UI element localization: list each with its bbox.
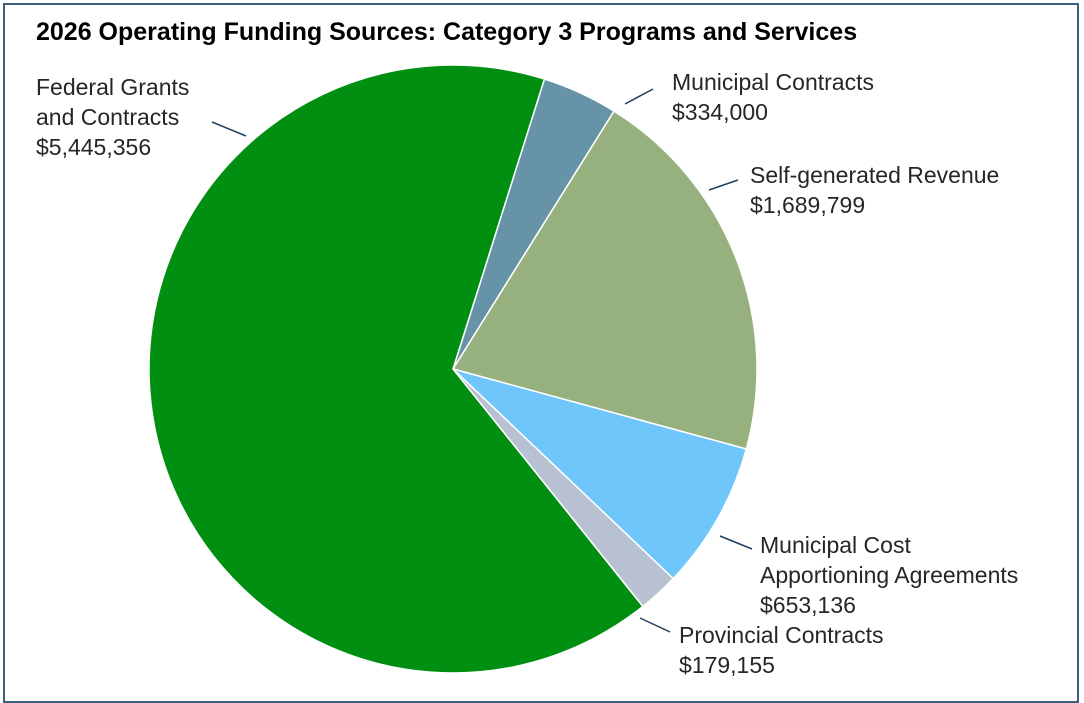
slice-label-line: $1,689,799 [750,192,865,218]
slice-label-line: and Contracts [36,104,179,130]
pie-slices [148,64,758,674]
slice-label-1: Municipal Contracts $334,000 [672,69,874,125]
slice-label-line: Apportioning Agreements [760,562,1018,588]
slice-labels: Municipal Contracts $334,000 Self-generate… [36,69,1018,678]
slice-label-5: Federal Grants and Contracts $5,445,356 [36,74,189,160]
slice-label-line: $653,136 [760,592,856,618]
slice-label-line: Federal Grants [36,74,189,100]
leader-line-5 [211,121,247,137]
leader-line-1 [624,88,654,105]
leader-line-3 [719,535,753,550]
leader-lines [211,88,753,633]
leader-line-4 [639,617,671,633]
slice-label-line: Municipal Cost [760,532,911,558]
slice-label-line: $179,155 [679,652,775,678]
slice-label-line: $5,445,356 [36,134,151,160]
slice-label-line: Self-generated Revenue [750,162,999,188]
pie-slice-3 [452,368,748,580]
slice-label-3: Municipal Cost Apportioning Agreements $65… [760,532,1018,618]
pie-slice-5 [148,64,644,674]
slice-label-line: $334,000 [672,99,768,125]
slice-label-2: Self-generated Revenue $1,689,799 [750,162,999,218]
slice-label-line: Municipal Contracts [672,69,874,95]
pie-slice-2 [451,110,758,450]
slice-label-4: Provincial Contracts $179,155 [679,622,884,678]
leader-line-2 [708,179,739,191]
chart-title: 2026 Operating Funding Sources: Category… [36,18,857,46]
slice-label-line: Provincial Contracts [679,622,884,648]
